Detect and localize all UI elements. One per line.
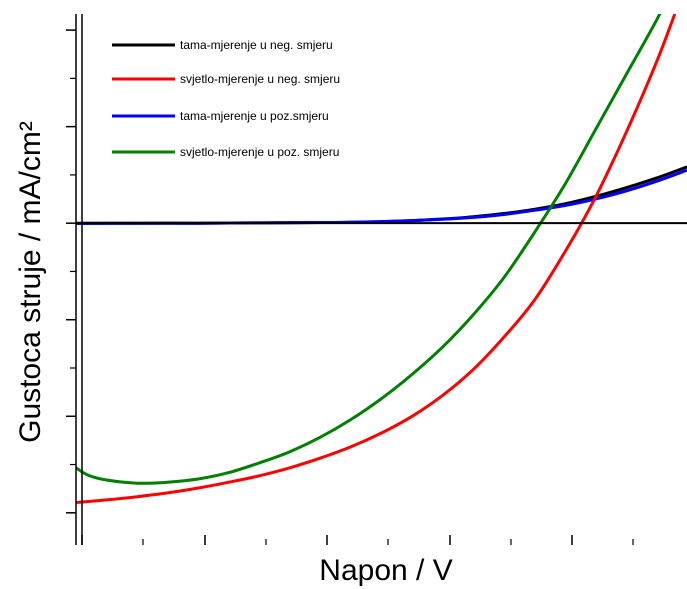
legend-label-1: tama-mjerenje u neg. smjeru (180, 38, 333, 52)
legend: tama-mjerenje u neg. smjeru svjetlo-mjere… (112, 38, 340, 159)
y-axis-label: Gustoca struje / mA/cm² (14, 121, 47, 443)
series-line-4 (76, 14, 662, 485)
legend-label-3: tama-mjerenje u poz.smjeru (180, 109, 329, 123)
axis-ticks (66, 29, 634, 545)
series-line-2 (76, 14, 677, 504)
legend-label-4: svjetlo-mjerenje u poz. smjeru (180, 145, 339, 159)
legend-label-2: svjetlo-mjerenje u neg. smjeru (180, 72, 340, 86)
x-axis-label: Napon / V (319, 554, 452, 587)
curves-group (76, 14, 687, 504)
